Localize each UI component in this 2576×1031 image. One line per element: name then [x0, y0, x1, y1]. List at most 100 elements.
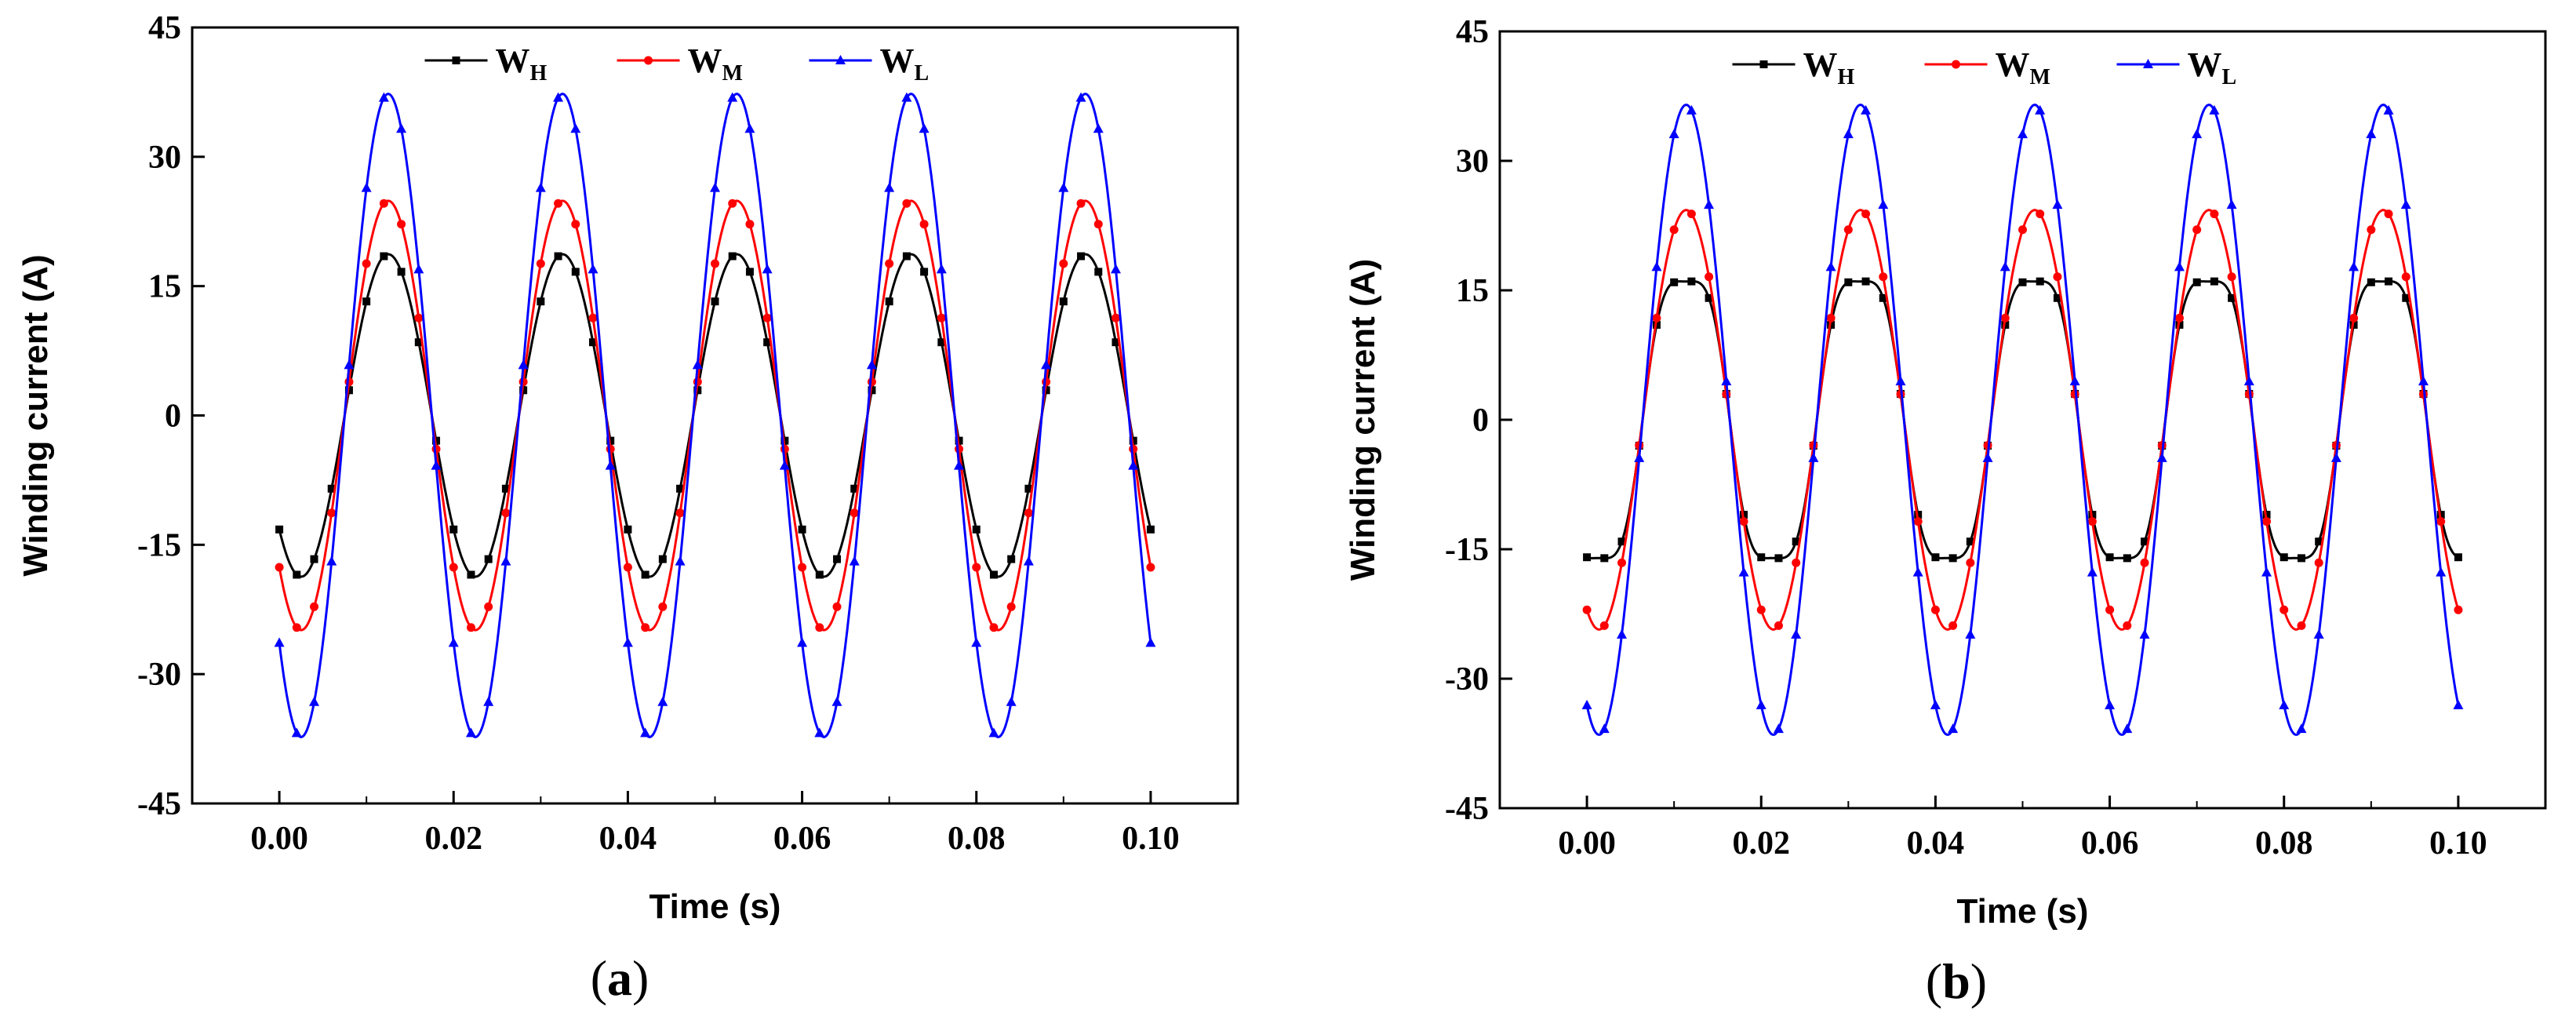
data-point-wl — [1982, 452, 1993, 462]
data-point-wh — [902, 252, 911, 260]
data-point-wh — [380, 252, 388, 260]
legend-label-wh: WH — [1803, 46, 1855, 89]
data-point-wm — [1669, 225, 1679, 235]
data-point-wl — [2313, 628, 2324, 639]
legend-marker-wm — [1952, 60, 1960, 69]
data-point-wm — [449, 563, 458, 572]
legend-label-wh: WH — [496, 42, 548, 86]
data-point-wl — [2261, 567, 2272, 577]
x-tick-label: 0.00 — [250, 821, 308, 857]
data-point-wl — [2192, 129, 2203, 139]
data-point-wl — [1825, 261, 1836, 271]
y-tick-label: 15 — [148, 269, 181, 305]
data-point-wm — [275, 563, 284, 572]
data-point-wh — [763, 338, 772, 347]
y-tick-label: -45 — [137, 786, 181, 822]
data-point-wh — [501, 484, 510, 493]
data-point-wm — [1739, 517, 1748, 526]
data-point-wl — [936, 264, 947, 274]
data-point-wm — [762, 313, 772, 322]
data-point-wh — [1705, 293, 1713, 302]
data-point-wh — [571, 268, 580, 276]
data-point-wh — [1059, 297, 1068, 306]
data-point-wm — [658, 602, 668, 611]
data-point-wm — [1076, 199, 1086, 208]
data-point-wh — [711, 297, 719, 306]
data-point-wh — [1931, 553, 1940, 562]
data-point-wh — [1077, 252, 1086, 260]
data-point-wl — [1791, 628, 1802, 639]
data-point-wm — [379, 199, 388, 208]
data-point-wl — [640, 727, 651, 738]
data-point-wm — [832, 602, 842, 611]
data-point-wh — [833, 555, 842, 563]
data-point-wm — [2192, 225, 2202, 235]
data-point-wh — [1600, 554, 1609, 563]
data-point-wm — [1111, 313, 1120, 322]
plot-frame — [191, 26, 1239, 805]
data-point-wl — [1128, 460, 1139, 470]
data-point-wm — [397, 220, 406, 229]
data-point-wm — [850, 508, 859, 518]
data-point-wl — [657, 696, 668, 706]
data-point-wm — [2174, 313, 2184, 322]
data-point-wh — [1687, 277, 1696, 286]
panel-label: (a) — [591, 950, 649, 1006]
data-point-wl — [727, 92, 738, 102]
data-point-wm — [2279, 605, 2289, 614]
y-axis-title: Winding current (A) — [16, 254, 55, 576]
data-point-wm — [536, 259, 545, 268]
data-point-wl — [2436, 567, 2447, 577]
data-point-wm — [1774, 621, 1783, 630]
data-point-wm — [501, 508, 511, 518]
data-point-wm — [1582, 605, 1592, 614]
data-point-wh — [1861, 277, 1870, 286]
chart-panel-a: 0.00 0.02 0.04 0.06 0.08 0.10 -45 -30 -15 0 15 30 45… — [16, 10, 1239, 1006]
data-point-wl — [988, 727, 999, 738]
data-point-wl — [2122, 723, 2133, 734]
x-tick-label: 0.06 — [773, 821, 831, 857]
data-point-wm — [1129, 444, 1138, 454]
data-point-wh — [1879, 293, 1887, 302]
data-point-wh — [815, 570, 824, 579]
data-point-wl — [1581, 699, 1592, 709]
data-point-wl — [884, 182, 895, 192]
y-tick-label: 30 — [1456, 144, 1489, 180]
data-point-wh — [1670, 278, 1679, 286]
data-point-wm — [1843, 225, 1853, 235]
data-point-wl — [2400, 199, 2411, 209]
data-point-wm — [1705, 272, 1714, 282]
data-point-wl — [2330, 452, 2341, 462]
data-point-wl — [1634, 452, 1645, 462]
data-point-wl — [309, 696, 320, 706]
data-point-wm — [623, 563, 632, 572]
data-point-wl — [553, 92, 564, 102]
data-point-wl — [2243, 376, 2254, 386]
data-point-wl — [535, 182, 546, 192]
data-point-wl — [1861, 104, 1872, 115]
data-point-wl — [2052, 199, 2063, 209]
data-point-wm — [1879, 272, 1888, 282]
data-point-wm — [588, 313, 598, 322]
data-point-wl — [1599, 723, 1610, 734]
data-point-wl — [954, 460, 965, 470]
data-point-wh — [362, 297, 371, 306]
data-point-wm — [2087, 517, 2097, 526]
data-point-wm — [1617, 558, 1627, 567]
x-tick-label: 0.02 — [1733, 825, 1791, 862]
data-point-wm — [902, 199, 911, 208]
plot-frame — [1498, 30, 2547, 810]
data-point-wm — [1948, 621, 1958, 630]
data-point-wh — [2297, 554, 2305, 563]
data-point-wl — [919, 123, 930, 133]
data-point-wm — [1599, 621, 1609, 630]
data-point-wm — [2018, 225, 2027, 235]
x-tick-label: 0.10 — [2429, 825, 2487, 862]
data-point-wl — [2296, 723, 2307, 734]
data-point-wm — [2227, 272, 2236, 282]
data-point-wh — [676, 484, 685, 493]
data-point-wm — [344, 377, 354, 387]
data-point-wm — [1686, 209, 1696, 219]
data-point-wm — [414, 313, 424, 322]
data-point-wl — [291, 727, 302, 738]
